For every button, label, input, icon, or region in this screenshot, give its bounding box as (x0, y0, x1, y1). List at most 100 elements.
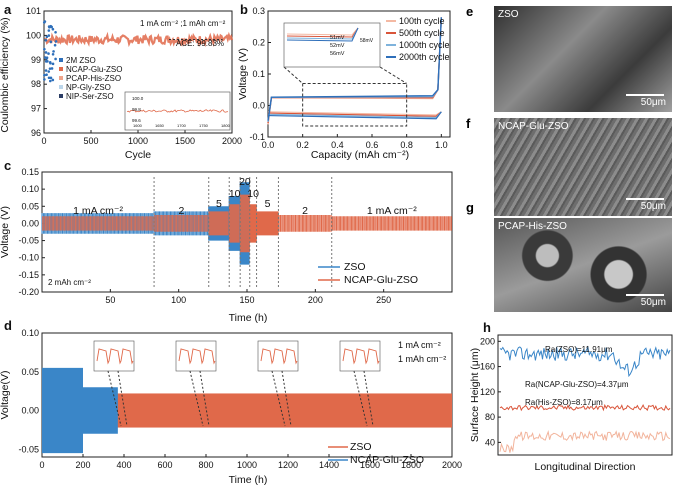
panel-a-point-zso (50, 67, 54, 70)
panel-a-legend-marker (59, 94, 63, 98)
panel-b-legend: 100th cycle 500th cycle 1000th cycle 2000th… (386, 16, 450, 62)
panel-h-ytick-label: 40 (485, 437, 495, 447)
panel-a-inset-series (126, 109, 229, 113)
panel-c-xtick-label: 100 (171, 295, 186, 305)
panel-d-inset-connector (363, 370, 374, 427)
panel-a-legend-marker (59, 58, 63, 62)
sem-f-caption: NCAP-Glu-ZSO (498, 121, 569, 132)
panel-c-xtick-label: 150 (239, 295, 254, 305)
panel-a-xtick-label: 0 (41, 136, 46, 146)
panel-h-label: h (483, 320, 491, 335)
panel-a-legend-entry: NCAP-Glu-ZSO (66, 65, 122, 74)
panel-d-inset-connector (117, 370, 128, 427)
panel-c-ytick-label: 0.00 (21, 218, 39, 228)
panel-d-inset-connector (189, 370, 204, 427)
sem-g-scale: 50μm (640, 297, 666, 308)
panel-a-point-zso (54, 57, 57, 61)
panel-d-xtick-label: 1400 (319, 460, 339, 470)
panel-e-label: e (466, 4, 474, 19)
panel-c-rate-label: 5 (216, 198, 222, 210)
panel-c-rate-label: 5 (265, 198, 271, 210)
sem-e-scale: 50μm (640, 97, 666, 108)
panel-b-inset-label: 58mV (360, 38, 374, 44)
panel-d-inset-box (257, 340, 299, 372)
panel-a-series-ncap (44, 31, 234, 48)
panel-c-series-ncap (42, 216, 154, 231)
panel-c-capacity-note: 2 mAh cm⁻² (48, 278, 91, 287)
panel-a-point-zso (45, 73, 48, 77)
panel-a-xtick-label: 1500 (175, 136, 195, 146)
panel-a-xtick-label: 500 (83, 136, 98, 146)
panel-a-point-zso (51, 27, 55, 31)
panel-b-xlabel: Capacity (mAh cm⁻²) (311, 149, 409, 161)
sem-e-caption: ZSO (498, 9, 519, 20)
panel-h-series-label: Ra(ZSO)=11.91μm (545, 345, 613, 354)
panel-c-series-zso (153, 211, 208, 236)
panel-a-legend-entry: NIP-Ser-ZSO (66, 92, 114, 101)
panel-d-xtick-label: 400 (116, 460, 131, 470)
panel-a-xtick-label: 1000 (128, 136, 148, 146)
panel-d-inset-curve (178, 348, 216, 365)
panel-a-point-zso (43, 73, 46, 77)
panel-b-ytick-label: -0.1 (249, 132, 265, 142)
sem-g-scale-bar (626, 294, 664, 296)
panel-d-series-ncap (42, 367, 83, 454)
panel-a-point-zso (53, 43, 57, 47)
panel-a-point-zso (54, 40, 58, 43)
panel-a-point-zso (48, 79, 52, 83)
panel-c-series-ncap (208, 211, 230, 236)
panel-c-ytick-label: -0.05 (18, 236, 39, 246)
panel-h-ytick-label: 160 (480, 362, 495, 372)
panel-b-legend-entry: 2000th cycle (399, 52, 450, 62)
panel-b-xtick-label: 0.6 (366, 140, 379, 150)
panel-h-ytick-label: 80 (485, 412, 495, 422)
sem-image-f: NCAP-Glu-ZSO 50μm (494, 118, 672, 216)
panel-d-xtick-label: 1800 (401, 460, 421, 470)
panel-a-point-zso (51, 52, 55, 56)
panel-a-ytick-label: 96 (31, 128, 41, 138)
panel-c-legend-entry: ZSO (344, 261, 366, 273)
panel-c-rate-label: 2 (302, 205, 308, 217)
panel-b-legend-entry: 1000th cycle (399, 40, 450, 50)
panel-a-legend: 2M ZSONCAP-Glu-ZSOPCAP-His-ZSONP-Gly-ZSO… (59, 56, 122, 101)
panel-d-legend-entry: NCAP-Glu-ZSO (350, 454, 424, 466)
panel-h-ylabel: Surface Height (μm) (469, 348, 481, 442)
panel-c-axes: 50 100 150 200 250 0.15 0.10 0.05 0.00 -0.05 -0.10… (18, 167, 453, 305)
panel-d-xtick-label: 1000 (237, 460, 257, 470)
panel-h-series-label: Ra(His-ZSO)=8.17μm (525, 398, 603, 407)
panel-d-inset-box (339, 340, 381, 372)
panel-c-series-ncap (256, 211, 279, 236)
panel-a-ytick-label: 99 (31, 55, 41, 65)
panel-c-rate-label: 20 (239, 176, 251, 188)
panel-c-xlabel: Time (h) (229, 312, 268, 324)
panel-b-xtick-label: 0.4 (331, 140, 344, 150)
panel-h-ytick-label: 120 (480, 387, 495, 397)
sem-image-e: ZSO 50μm (494, 6, 672, 112)
panel-a-inset-xtick: 1750 (199, 123, 209, 128)
panel-d-series-zso (83, 393, 452, 428)
panel-d-xtick-label: 600 (157, 460, 172, 470)
panel-a-point-zso (43, 47, 46, 51)
panel-b-legend-entry: 500th cycle (399, 28, 445, 38)
panel-b-xtick-label: 0.2 (296, 140, 309, 150)
panel-a-axes: 0 500 1000 1500 2000 96 97 98 99 100 101 (26, 6, 242, 146)
panel-b-legend-entry: 100th cycle (399, 16, 445, 26)
panel-c-xtick-label: 250 (376, 295, 391, 305)
panel-d-legend-entry: ZSO (350, 441, 372, 453)
panel-b-xtick-label: 0.8 (400, 140, 413, 150)
panel-b-ytick-label: 0.3 (252, 6, 265, 16)
panel-c-xtick-label: 200 (308, 295, 323, 305)
panel-a-point-zso (47, 70, 51, 73)
panel-f-label: f (466, 116, 471, 131)
sem-f-scale: 50μm (640, 201, 666, 212)
panel-d-note-2: 1 mAh cm⁻² (398, 354, 446, 364)
panel-c-series-ncap (331, 216, 452, 231)
panel-h-xlabel: Longitudinal Direction (535, 461, 636, 473)
sem-g-caption: PCAP-His-ZSO (498, 221, 567, 232)
panel-a-ytick-label: 98 (31, 79, 41, 89)
panel-a-inset-ytick: 99.8 (132, 107, 141, 112)
